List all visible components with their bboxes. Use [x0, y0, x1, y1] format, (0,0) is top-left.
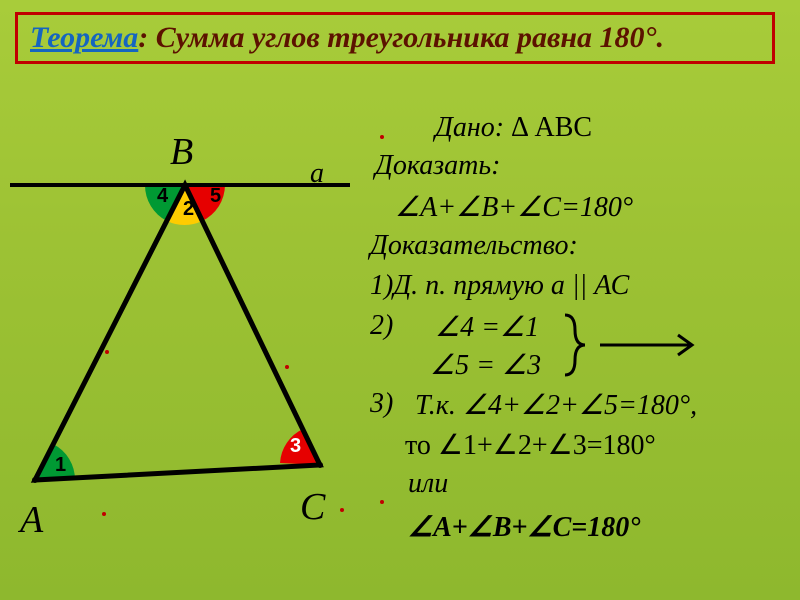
proof-label: Доказательство:	[370, 230, 578, 262]
proof-step3-prefix: 3)	[370, 388, 393, 420]
angle-5-num: 5	[210, 185, 221, 208]
angle-1-num: 1	[55, 454, 66, 477]
proof-step3-b: то ∠1+∠2+∠3=180°	[405, 428, 656, 462]
prove-label: Доказать:	[375, 150, 500, 182]
vertex-a-label: A	[20, 498, 43, 542]
given-value: Δ ABC	[511, 112, 592, 143]
prove-value: ∠A+∠B+∠C=180°	[395, 190, 633, 224]
proof-step2-eq2: ∠5 = ∠3	[430, 348, 541, 382]
triangle-abc	[35, 185, 320, 480]
proof-step2-eq1: ∠4 =∠1	[435, 310, 539, 344]
given-line: Дано: Δ ABC	[435, 112, 592, 144]
angle-3-num: 3	[290, 435, 301, 458]
theorem-label: Теорема	[30, 21, 138, 54]
dot-decor	[380, 135, 384, 139]
vertex-c-label: C	[300, 485, 325, 529]
proof-step3-or: или	[408, 468, 448, 500]
dot-decor	[105, 350, 109, 354]
proof-step2-prefix: 2)	[370, 310, 393, 342]
dot-decor	[102, 512, 106, 516]
line-a-label: a	[310, 158, 324, 190]
brace-arrow	[560, 310, 740, 380]
triangle-diagram: B A C a 1 2 3 4 5	[10, 130, 370, 530]
angle-4-num: 4	[157, 185, 168, 208]
proof-step1: 1)Д. п. прямую a || АС	[370, 270, 629, 302]
given-label: Дано:	[435, 112, 504, 143]
dot-decor	[340, 508, 344, 512]
angle-2-num: 2	[183, 198, 194, 221]
proof-conclusion: ∠A+∠B+∠C=180°	[408, 510, 640, 544]
theorem-text: : Сумма углов треугольника равна 180°.	[138, 21, 664, 54]
dot-decor	[380, 500, 384, 504]
theorem-box: Теорема: Сумма углов треугольника равна …	[15, 12, 775, 64]
dot-decor	[285, 365, 289, 369]
vertex-b-label: B	[170, 130, 193, 174]
vertex-a-dot	[32, 477, 38, 483]
proof-step3-a: Т.к. ∠4+∠2+∠5=180°,	[415, 388, 697, 422]
vertex-c-dot	[317, 462, 323, 468]
